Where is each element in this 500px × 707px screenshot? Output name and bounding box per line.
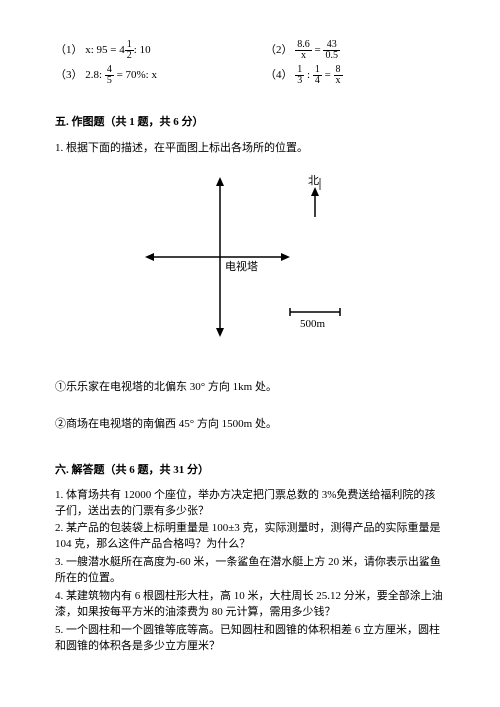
diagram-container: 电视塔 北 500m [55,172,445,359]
fraction: 8.6x [295,40,312,61]
equation-row-2: （3） 2.8: 45 = 70%: x （4） 13 : 14 = 8x [55,65,445,86]
equation-row-1: （1） x: 95 = 412: 10 （2） 8.6x = 430.5 [55,40,445,61]
section-5-title: 五. 作图题（共 1 题，共 6 分） [55,114,445,132]
eq-text: 2.8: [85,69,105,81]
fraction: 430.5 [323,40,340,61]
scale-label: 500m [300,318,326,330]
eq-eq: = [312,44,324,56]
eq-text: = 70%: x [114,69,157,81]
eq-label: （2） [265,44,293,56]
equation-1: （1） x: 95 = 412: 10 [55,40,235,61]
arrow-up-icon [216,177,224,186]
eq-text: : 10 [134,44,151,56]
eq-label: （1） [55,44,83,56]
section-5-sub1: ①乐乐家在电视塔的北偏东 30° 方向 1km 处。 [55,379,445,397]
north-label: 北 [308,174,319,187]
fraction: 8x [334,65,343,86]
coordinate-diagram: 电视塔 北 500m [130,172,370,352]
north-arrow-icon [311,187,319,196]
section-6-q1: 1. 体育场共有 12000 个座位，举办方决定把门票总数的 3%免费送给福利院… [55,488,445,520]
section-6-q3: 3. 一艘潜水艇所在高度为-60 米，一条鲨鱼在潜水艇上方 20 米，请你表示出… [55,555,445,587]
eq-eq: = [322,69,334,81]
section-6-q5: 5. 一个圆柱和一个圆锥等底等高。已知圆柱和圆锥的体积相差 6 立方厘米，圆柱和… [55,623,445,655]
fraction: 12 [125,40,134,61]
arrow-left-icon [145,253,154,261]
section-6-q4: 4. 某建筑物内有 6 根圆柱形大柱，高 10 米，大柱周长 25.12 分米，… [55,589,445,621]
section-5-sub2: ②商场在电视塔的南偏西 45° 方向 1500m 处。 [55,416,445,434]
equation-2: （2） 8.6x = 430.5 [265,40,445,61]
arrow-down-icon [216,328,224,337]
equation-4: （4） 13 : 14 = 8x [265,65,445,86]
fraction: 13 [295,65,304,86]
section-6-q2: 2. 某产品的包装袋上标明重量是 100±3 克，实际测量时，测得产品的实际重量… [55,521,445,553]
section-5-q1: 1. 根据下面的描述，在平面图上标出各场所的位置。 [55,140,445,158]
eq-text: x: 95 = 4 [85,44,125,56]
eq-label: （3） [55,69,83,81]
eq-label: （4） [265,69,293,81]
equation-3: （3） 2.8: 45 = 70%: x [55,65,235,86]
fraction: 45 [105,65,114,86]
arrow-right-icon [281,253,290,261]
section-6-title: 六. 解答题（共 6 题，共 31 分） [55,462,445,480]
fraction: 14 [313,65,322,86]
center-label: 电视塔 [225,259,258,273]
eq-colon: : [304,69,313,81]
